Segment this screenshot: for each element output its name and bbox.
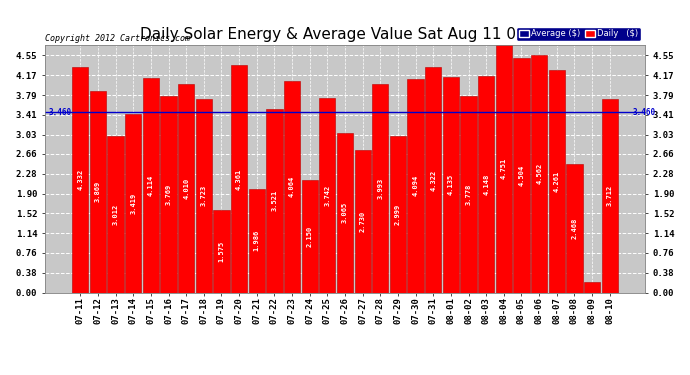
Text: 4.010: 4.010 — [183, 177, 189, 199]
Bar — [302, 180, 318, 292]
Bar — [513, 58, 530, 292]
Bar — [425, 67, 442, 292]
Title: Daily Solar Energy & Average Value Sat Aug 11 06:04: Daily Solar Energy & Average Value Sat A… — [140, 27, 550, 42]
Text: 4.751: 4.751 — [501, 158, 507, 179]
Text: 3.460: 3.460 — [633, 108, 656, 117]
Bar — [125, 114, 141, 292]
Bar — [390, 136, 406, 292]
Bar — [408, 79, 424, 292]
Text: 4.332: 4.332 — [77, 169, 83, 190]
Bar — [266, 109, 282, 292]
Text: 2.999: 2.999 — [395, 204, 401, 225]
Bar — [213, 210, 230, 292]
Text: Copyright 2012 Cartronics.com: Copyright 2012 Cartronics.com — [45, 33, 190, 42]
Bar — [372, 84, 388, 292]
Text: 4.504: 4.504 — [518, 165, 524, 186]
Text: 4.114: 4.114 — [148, 175, 154, 196]
Text: 3.778: 3.778 — [466, 183, 471, 205]
Bar — [108, 135, 124, 292]
Text: 3.769: 3.769 — [166, 184, 172, 205]
Bar — [584, 282, 600, 292]
Bar — [72, 67, 88, 292]
Text: 4.361: 4.361 — [236, 168, 242, 189]
Text: 3.869: 3.869 — [95, 181, 101, 203]
Text: 2.730: 2.730 — [359, 211, 366, 232]
Text: 3.521: 3.521 — [271, 190, 277, 211]
Bar — [90, 91, 106, 292]
Bar — [196, 99, 212, 292]
Bar — [160, 96, 177, 292]
Bar — [443, 77, 459, 292]
Bar — [531, 55, 547, 292]
Text: 3.012: 3.012 — [112, 203, 119, 225]
Text: 4.135: 4.135 — [448, 174, 454, 195]
Bar — [231, 65, 247, 292]
Bar — [549, 70, 565, 292]
Bar — [355, 150, 371, 292]
Text: 3.460: 3.460 — [48, 108, 72, 117]
Text: 3.065: 3.065 — [342, 202, 348, 223]
Bar — [478, 76, 494, 292]
Text: 4.064: 4.064 — [289, 176, 295, 197]
Bar — [143, 78, 159, 292]
Text: 2.150: 2.150 — [306, 226, 313, 247]
Text: 3.723: 3.723 — [201, 185, 207, 206]
Text: 4.094: 4.094 — [413, 175, 419, 196]
Text: 4.562: 4.562 — [536, 163, 542, 184]
Bar — [566, 164, 582, 292]
Bar — [319, 98, 335, 292]
Bar — [337, 133, 353, 292]
Text: 1.575: 1.575 — [219, 241, 224, 262]
Text: 1.986: 1.986 — [254, 230, 259, 251]
Text: 3.712: 3.712 — [607, 185, 613, 206]
Bar — [284, 81, 300, 292]
Legend: Average ($), Daily   ($): Average ($), Daily ($) — [516, 27, 641, 41]
Text: 3.742: 3.742 — [324, 184, 331, 206]
Bar — [178, 84, 195, 292]
Bar — [602, 99, 618, 292]
Bar — [460, 96, 477, 292]
Bar — [495, 45, 512, 292]
Text: 4.261: 4.261 — [554, 171, 560, 192]
Text: 3.993: 3.993 — [377, 178, 384, 199]
Text: 4.148: 4.148 — [483, 174, 489, 195]
Text: 3.419: 3.419 — [130, 193, 136, 214]
Text: 4.322: 4.322 — [431, 169, 436, 190]
Text: 2.468: 2.468 — [571, 217, 578, 239]
Bar — [248, 189, 265, 292]
